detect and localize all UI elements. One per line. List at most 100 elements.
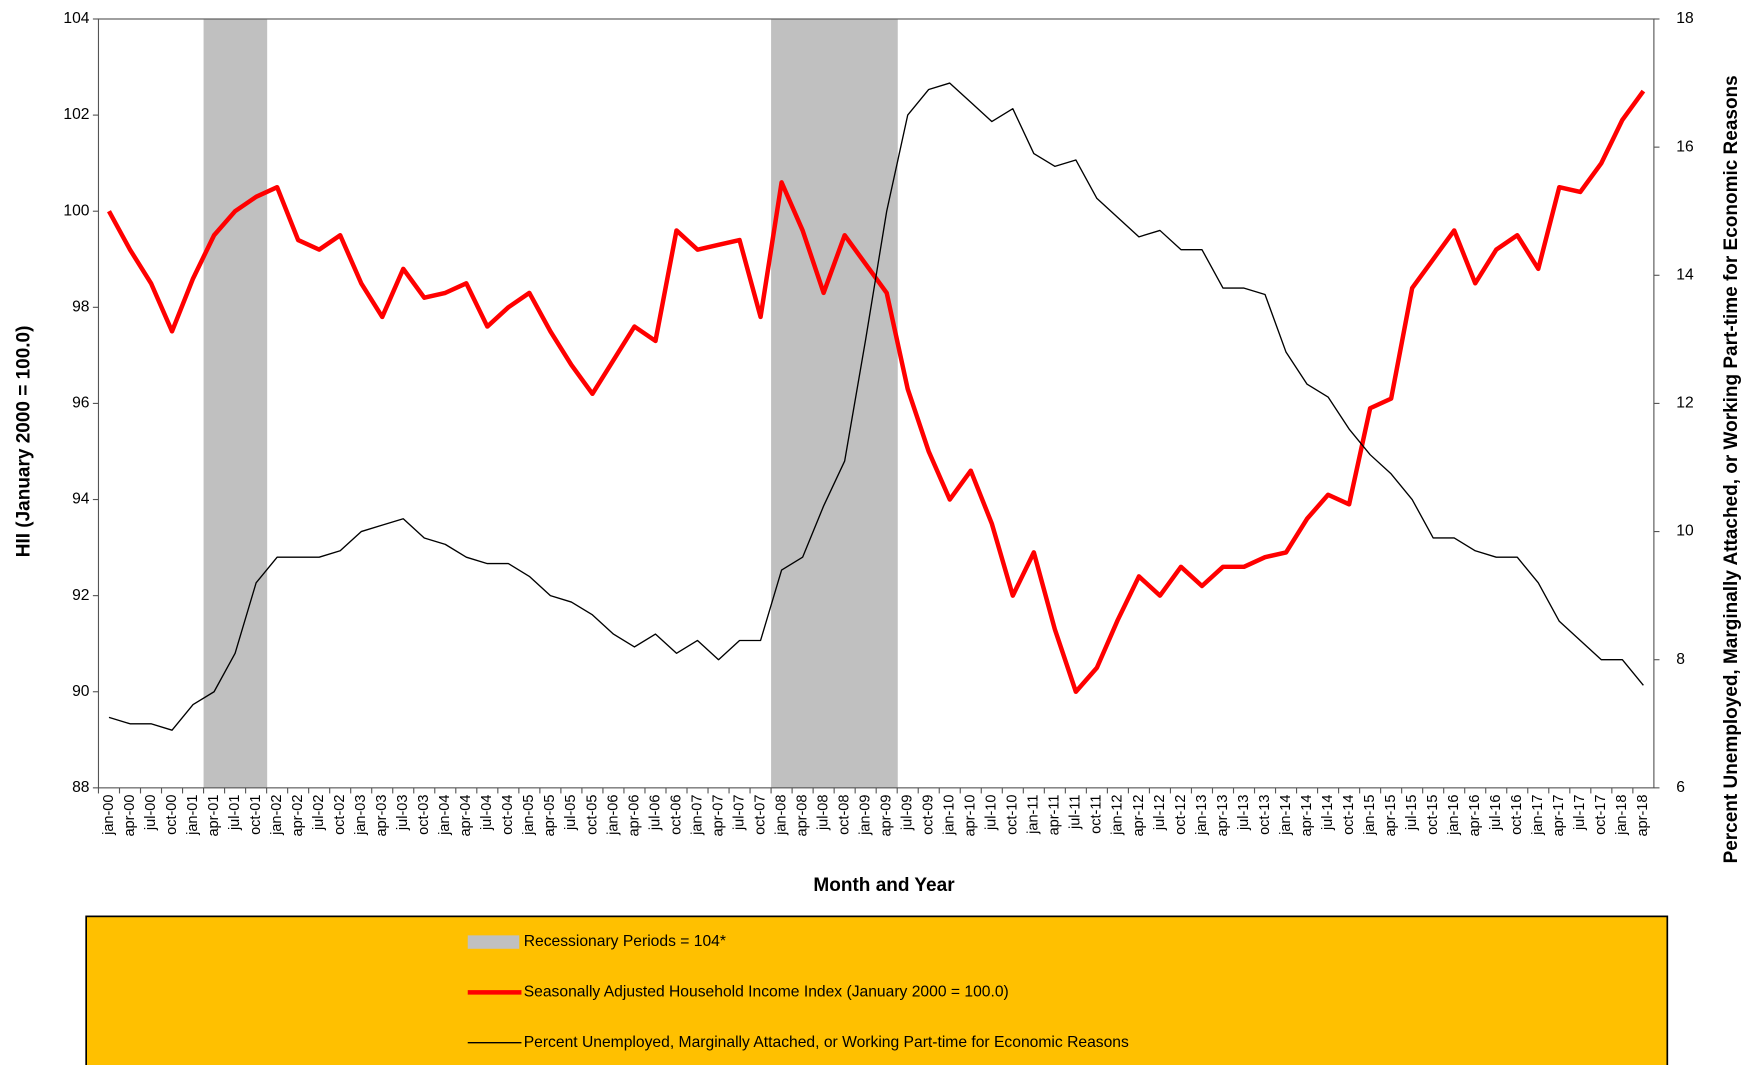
x-tick-label: jul-05 <box>563 795 579 831</box>
x-tick-label: oct-04 <box>500 795 516 835</box>
data-line <box>108 82 1644 731</box>
x-tick-label: jan-00 <box>101 795 117 836</box>
x-tick-label: jul-09 <box>900 795 916 831</box>
y-tick-label: 102 <box>63 106 89 123</box>
x-tick-label: jan-08 <box>773 795 789 836</box>
x-tick-label: oct-05 <box>584 795 600 835</box>
recession-bar <box>813 18 835 788</box>
x-tick-label: oct-11 <box>1089 795 1105 834</box>
x-tick-label: jan-06 <box>605 795 621 836</box>
x-tick-label: oct-09 <box>921 795 937 835</box>
x-tick-label: jan-10 <box>942 795 958 836</box>
x-tick-label: oct-15 <box>1425 795 1441 835</box>
x-tick-label: jul-02 <box>311 795 327 831</box>
y-tick-label: 90 <box>72 683 90 700</box>
recession-bar <box>792 18 814 788</box>
recession-bar <box>771 18 793 788</box>
x-tick-label: oct-06 <box>668 795 684 835</box>
x-tick-label: jan-15 <box>1362 795 1378 836</box>
x-tick-label: oct-07 <box>752 795 768 835</box>
y2-tick-label: 12 <box>1676 395 1693 412</box>
x-tick-label: jan-17 <box>1530 795 1546 836</box>
recession-bar <box>855 18 877 788</box>
x-tick-label: jan-11 <box>1026 795 1042 835</box>
recession-bar <box>245 18 268 788</box>
x-tick-label: apr-09 <box>879 795 895 837</box>
y2-axis-title: Percent Unemployed, Marginally Attached,… <box>1721 75 1742 863</box>
x-tick-label: oct-13 <box>1257 795 1273 835</box>
recession-bar <box>876 18 898 788</box>
y-tick-label: 96 <box>72 395 90 412</box>
x-tick-label: apr-15 <box>1383 795 1399 837</box>
y-axis-title: HII (January 2000 = 100.0) <box>14 326 35 558</box>
x-tick-label: jan-01 <box>185 795 201 836</box>
x-tick-label: apr-05 <box>542 795 558 837</box>
x-tick-label: jan-16 <box>1446 795 1462 836</box>
x-tick-label: apr-06 <box>626 795 642 837</box>
x-tick-label: apr-11 <box>1047 795 1063 836</box>
x-tick-label: jul-10 <box>984 795 1000 831</box>
legend-swatch <box>467 935 520 949</box>
x-tick-label: jan-02 <box>269 795 285 836</box>
y2-tick-label: 18 <box>1676 10 1694 27</box>
x-tick-label: jan-14 <box>1278 795 1294 836</box>
x-tick-label: jul-15 <box>1404 795 1420 831</box>
x-tick-label: apr-02 <box>290 795 306 837</box>
x-tick-label: jul-01 <box>227 795 243 831</box>
x-tick-label: jul-16 <box>1488 795 1504 831</box>
x-tick-label: jul-03 <box>395 795 411 831</box>
x-tick-label: jul-12 <box>1152 795 1168 831</box>
x-tick-label: oct-14 <box>1341 795 1357 835</box>
x-tick-label: oct-08 <box>836 795 852 835</box>
recession-bar <box>834 18 856 788</box>
x-tick-label: apr-18 <box>1635 795 1651 837</box>
x-tick-label: jan-07 <box>689 795 705 836</box>
x-tick-label: jul-11 <box>1068 795 1084 830</box>
y-tick-label: 94 <box>72 491 90 508</box>
x-tick-label: apr-00 <box>122 795 138 837</box>
x-tick-label: apr-12 <box>1131 795 1147 837</box>
x-tick-label: jul-13 <box>1236 795 1252 831</box>
x-tick-label: apr-10 <box>963 795 979 837</box>
x-tick-label: oct-17 <box>1593 795 1609 835</box>
x-tick-label: jan-12 <box>1110 795 1126 836</box>
x-tick-label: jan-09 <box>858 795 874 836</box>
x-tick-label: jul-14 <box>1320 795 1336 831</box>
x-tick-label: oct-10 <box>1005 795 1021 835</box>
x-tick-label: apr-07 <box>710 795 726 837</box>
x-tick-label: apr-04 <box>458 795 474 837</box>
legend-label: Recessionary Periods = 104* <box>524 933 726 950</box>
y2-tick-label: 6 <box>1676 779 1685 796</box>
x-tick-label: jul-06 <box>647 795 663 831</box>
x-tick-label: oct-12 <box>1173 795 1189 835</box>
x-tick-label: jan-05 <box>521 795 537 836</box>
x-tick-label: apr-01 <box>206 795 222 837</box>
y2-tick-label: 8 <box>1676 651 1685 668</box>
y-tick-label: 98 <box>72 298 90 315</box>
x-tick-label: jan-18 <box>1614 795 1630 836</box>
x-tick-label: jul-00 <box>143 795 159 831</box>
y2-tick-label: 14 <box>1676 266 1694 283</box>
recession-bar <box>224 18 247 788</box>
x-tick-label: jan-03 <box>353 795 369 836</box>
x-tick-label: apr-17 <box>1551 795 1567 837</box>
x-tick-label: oct-03 <box>416 795 432 835</box>
x-tick-label: apr-16 <box>1467 795 1483 837</box>
x-tick-label: apr-13 <box>1215 795 1231 837</box>
x-tick-label: apr-08 <box>794 795 810 837</box>
y-tick-label: 92 <box>72 587 89 604</box>
legend-label: Percent Unemployed, Marginally Attached,… <box>524 1034 1129 1051</box>
y-tick-label: 88 <box>72 779 90 796</box>
x-tick-label: oct-01 <box>248 795 264 835</box>
x-tick-label: jul-17 <box>1572 795 1588 831</box>
x-tick-label: jan-13 <box>1194 795 1210 836</box>
x-tick-label: oct-16 <box>1509 795 1525 835</box>
x-tick-label: jul-04 <box>479 795 495 831</box>
x-tick-label: jan-04 <box>437 795 453 836</box>
x-tick-label: apr-03 <box>374 795 390 837</box>
x-tick-label: jul-08 <box>815 795 831 831</box>
x-tick-label: jul-07 <box>731 795 747 831</box>
x-axis-title: Month and Year <box>813 875 955 896</box>
y-tick-label: 100 <box>63 202 89 219</box>
